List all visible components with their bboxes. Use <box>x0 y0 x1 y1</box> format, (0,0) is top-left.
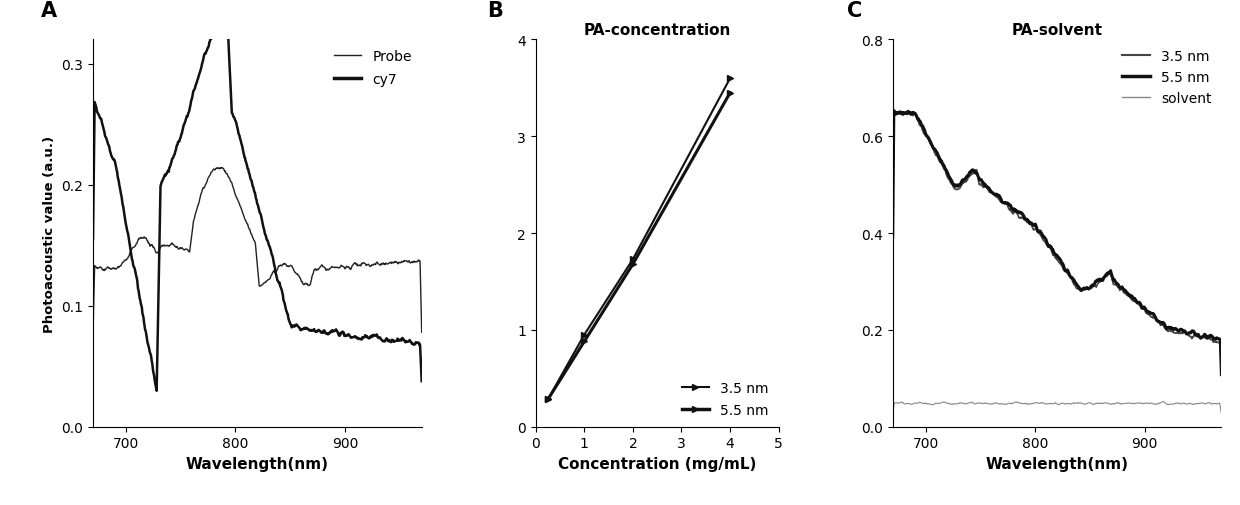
3.5 nm <box>885 237 900 243</box>
5.5 nm <box>541 396 556 402</box>
Probe <box>86 331 100 337</box>
Probe <box>280 264 295 270</box>
5.5 nm <box>1105 276 1120 282</box>
Probe <box>170 245 185 251</box>
Title: PA-concentration: PA-concentration <box>584 23 730 38</box>
solvent <box>1133 400 1148 407</box>
5.5 nm <box>625 262 640 268</box>
5.5 nm <box>885 234 900 240</box>
cy7 <box>149 388 164 394</box>
3.5 nm <box>971 173 986 179</box>
3.5 nm <box>944 181 959 187</box>
3.5 nm <box>1214 373 1229 379</box>
3.5 nm <box>541 396 556 402</box>
5.5 nm <box>971 173 986 179</box>
solvent <box>1105 401 1120 407</box>
cy7 <box>144 354 159 360</box>
5.5 nm <box>887 109 901 115</box>
Probe <box>144 242 159 248</box>
3.5 nm <box>1080 285 1095 291</box>
5.5 nm <box>577 339 591 345</box>
solvent <box>1079 400 1094 407</box>
3.5 nm <box>1133 305 1148 311</box>
Legend: 3.5 nm, 5.5 nm, solvent: 3.5 nm, 5.5 nm, solvent <box>1120 47 1214 109</box>
Title: PA-solvent: PA-solvent <box>1012 23 1102 38</box>
Text: A: A <box>41 1 57 21</box>
X-axis label: Concentration (mg/mL): Concentration (mg/mL) <box>558 456 756 471</box>
Line: solvent: solvent <box>893 401 1221 414</box>
3.5 nm <box>577 332 591 338</box>
Legend: Probe, cy7: Probe, cy7 <box>331 47 414 89</box>
5.5 nm <box>1034 232 1049 238</box>
Probe <box>414 329 429 335</box>
X-axis label: Wavelength(nm): Wavelength(nm) <box>186 456 329 471</box>
cy7 <box>280 312 295 318</box>
solvent <box>1034 399 1049 406</box>
solvent <box>885 411 900 417</box>
cy7 <box>414 378 429 384</box>
Line: 3.5 nm: 3.5 nm <box>893 114 1221 376</box>
cy7 <box>171 139 186 145</box>
3.5 nm <box>723 76 738 82</box>
Probe <box>305 271 320 277</box>
Line: 3.5 nm: 3.5 nm <box>544 76 734 403</box>
solvent <box>1214 411 1229 417</box>
5.5 nm <box>944 178 959 184</box>
Probe <box>234 210 249 216</box>
cy7 <box>212 26 227 32</box>
Line: 5.5 nm: 5.5 nm <box>544 90 734 403</box>
Line: Probe: Probe <box>93 168 422 334</box>
cy7 <box>86 237 100 243</box>
3.5 nm <box>625 257 640 263</box>
Legend: 3.5 nm, 5.5 nm: 3.5 nm, 5.5 nm <box>678 378 771 420</box>
solvent <box>970 400 985 407</box>
3.5 nm <box>1034 235 1049 241</box>
Line: 5.5 nm: 5.5 nm <box>893 112 1221 375</box>
Text: B: B <box>487 1 503 21</box>
Line: cy7: cy7 <box>93 29 422 391</box>
cy7 <box>334 331 348 337</box>
solvent <box>944 401 959 408</box>
5.5 nm <box>723 90 738 96</box>
Probe <box>213 165 228 171</box>
cy7 <box>306 327 321 333</box>
cy7 <box>236 147 250 153</box>
5.5 nm <box>1214 372 1229 378</box>
5.5 nm <box>1080 286 1095 292</box>
Probe <box>334 263 348 269</box>
5.5 nm <box>1133 302 1148 308</box>
solvent <box>1156 398 1171 405</box>
X-axis label: Wavelength(nm): Wavelength(nm) <box>986 456 1128 471</box>
3.5 nm <box>890 111 905 117</box>
Y-axis label: Photoacoustic value (a.u.): Photoacoustic value (a.u.) <box>42 135 56 332</box>
Text: C: C <box>847 1 862 21</box>
3.5 nm <box>1105 279 1120 285</box>
